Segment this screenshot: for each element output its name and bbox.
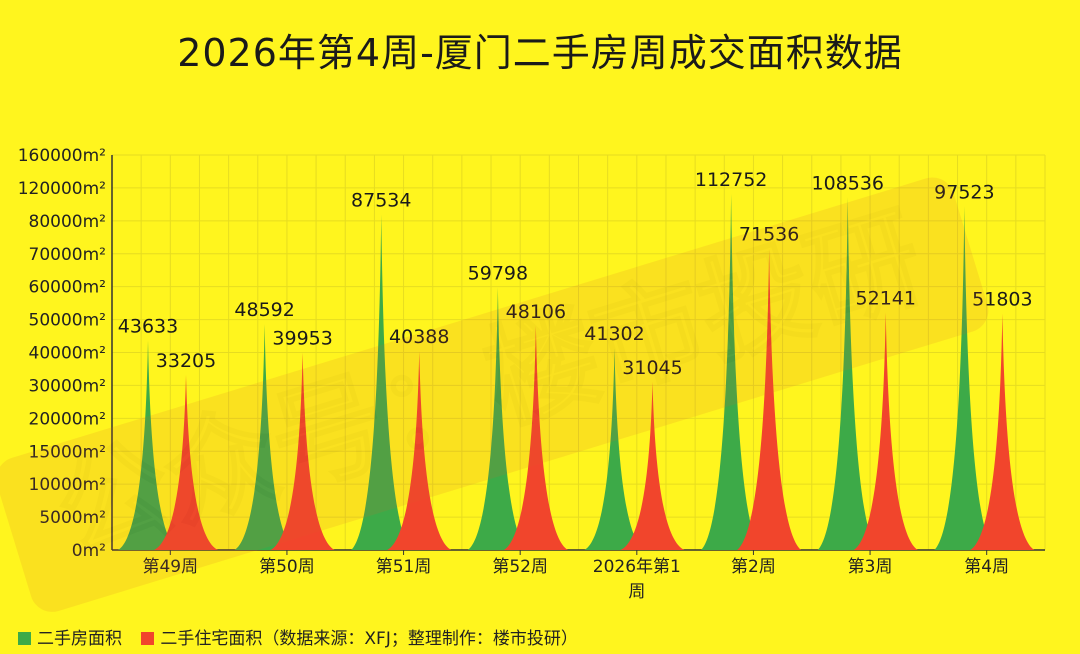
- bar-green: [351, 214, 412, 550]
- y-tick-label: 5000m²: [39, 508, 106, 528]
- x-tick-label: 第52周: [492, 557, 548, 577]
- x-tick-label: 第2周: [731, 557, 776, 577]
- legend-source-note: （数据来源：XFJ；整理制作：楼市投研）: [262, 629, 578, 649]
- data-label-green: 59798: [468, 262, 528, 284]
- y-tick-label: 60000m²: [29, 278, 106, 298]
- bar-red: [503, 325, 568, 550]
- bar-red: [853, 312, 918, 550]
- x-tick-label: 2026年第1: [593, 557, 681, 577]
- legend-label: 二手住宅面积: [160, 629, 263, 649]
- y-tick-label: 160000m²: [18, 146, 106, 166]
- x-tick-label: 第51周: [376, 557, 432, 577]
- y-tick-label: 0m²: [72, 541, 106, 561]
- data-label-green: 43633: [118, 316, 178, 338]
- y-tick-label: 40000m²: [29, 344, 106, 364]
- y-tick-label: 20000m²: [29, 409, 106, 429]
- y-tick-label: 15000m²: [29, 442, 106, 462]
- bar-green: [467, 287, 528, 550]
- data-label-red: 31045: [622, 357, 682, 379]
- data-label-red: 40388: [389, 326, 449, 348]
- bar-green: [817, 197, 878, 550]
- data-label-green: 48592: [234, 299, 294, 321]
- legend-label: 二手房面积: [37, 629, 122, 649]
- bar-green: [234, 324, 295, 550]
- bar-red: [154, 374, 218, 550]
- legend: 二手房面积 二手住宅面积（数据来源：XFJ；整理制作：楼市投研）: [18, 624, 592, 649]
- y-tick-label: 10000m²: [29, 475, 106, 495]
- y-tick-label: 30000m²: [29, 376, 106, 396]
- y-tick-label: 80000m²: [29, 212, 106, 232]
- y-tick-label: 70000m²: [29, 245, 106, 265]
- x-axis: 第49周 第50周 第51周 第52周 2026年第1 周 第2周 第3周 第4周: [142, 550, 1009, 602]
- data-label-red: 51803: [972, 289, 1032, 311]
- x-tick-label: 第50周: [259, 557, 315, 577]
- bar-red: [270, 352, 335, 550]
- y-tick-label: 120000m²: [18, 179, 106, 199]
- legend-item-used-house: 二手房面积: [18, 629, 127, 649]
- x-tick-label: 周: [628, 582, 645, 602]
- data-label-red: 48106: [506, 301, 566, 323]
- data-label-red: 33205: [156, 350, 216, 372]
- x-tick-label: 第4周: [964, 557, 1009, 577]
- x-tick-label: 第49周: [142, 557, 198, 577]
- data-label-green: 108536: [811, 172, 884, 194]
- data-label-green: 112752: [695, 169, 768, 191]
- y-tick-label: 50000m²: [29, 311, 106, 331]
- bar-red: [970, 313, 1035, 550]
- x-tick-label: 第3周: [848, 557, 893, 577]
- bar-green: [118, 340, 178, 550]
- data-label-green: 97523: [934, 181, 994, 203]
- data-labels: 43633 33205 48592 39953 87534 40388 59798 48106…: [118, 169, 1033, 379]
- data-label-green: 41302: [584, 323, 644, 345]
- legend-item-residential: 二手住宅面积（数据来源：XFJ；整理制作：楼市投研）: [141, 629, 578, 649]
- data-label-green: 87534: [351, 190, 411, 212]
- bar-green: [701, 193, 762, 550]
- bar-green: [584, 348, 645, 550]
- series-marks: [118, 193, 1035, 550]
- bar-red: [620, 381, 685, 550]
- bar-green: [934, 206, 995, 550]
- chart-title: 2026年第4周-厦门二手房周成交面积数据: [177, 31, 903, 75]
- bar-red: [387, 351, 452, 550]
- legend-swatch-red: [141, 632, 155, 645]
- legend-swatch-green: [18, 632, 31, 645]
- bar-red: [737, 248, 802, 550]
- data-label-red: 71536: [739, 224, 799, 246]
- data-label-red: 39953: [272, 328, 332, 350]
- data-label-red: 52141: [856, 288, 916, 310]
